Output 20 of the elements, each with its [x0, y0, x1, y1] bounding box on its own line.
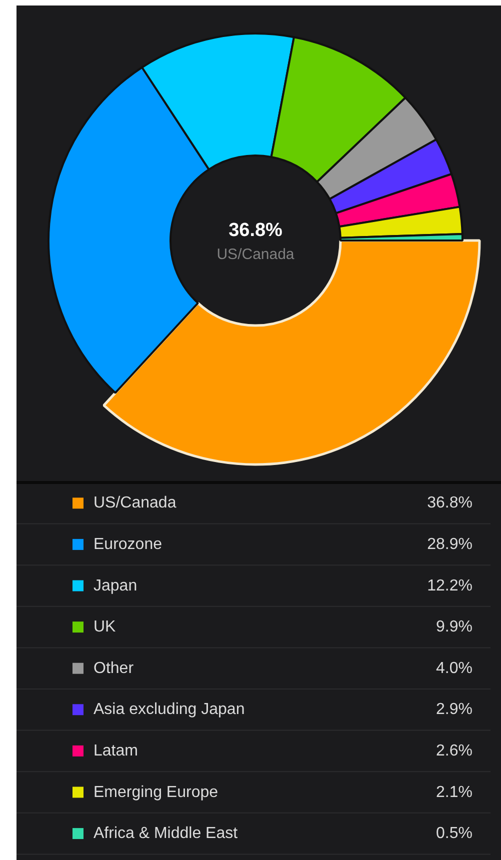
legend-label: Asia excluding Japan — [94, 701, 245, 718]
legend-label: Emerging Europe — [94, 784, 218, 801]
data-label: 2.1% — [436, 784, 472, 801]
data-label: 2.9% — [436, 701, 472, 718]
data-label: 12.2% — [427, 577, 473, 594]
legend-label: US/Canada — [94, 494, 176, 512]
data-label: 28.9% — [427, 536, 473, 553]
data-label: 0.5% — [436, 825, 472, 842]
legend-label: Africa & Middle East — [94, 825, 238, 842]
legend-label: Japan — [94, 577, 138, 594]
data-label: 36.8% — [427, 494, 473, 512]
data-label: 4.0% — [436, 660, 472, 677]
data-label: 2.6% — [436, 742, 472, 760]
legend-label: Latam — [94, 742, 138, 760]
text: 36.8% — [228, 220, 282, 241]
slice-label: US/Canada — [216, 246, 295, 263]
legend-label: Eurozone — [94, 536, 162, 553]
legend-label: Other — [94, 660, 134, 677]
data-label: 9.9% — [436, 618, 472, 636]
legend-label: UK — [94, 618, 116, 636]
